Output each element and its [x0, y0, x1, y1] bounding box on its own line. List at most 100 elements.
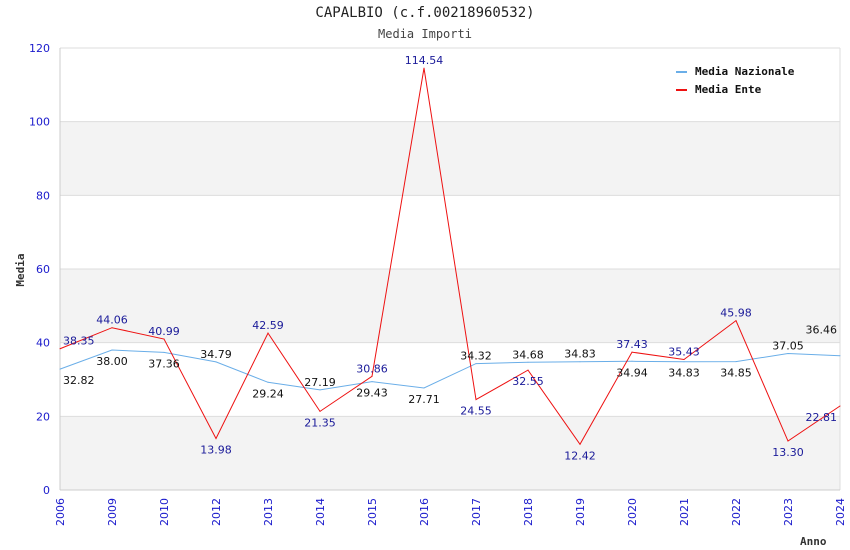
- x-tick-label: 2023: [782, 498, 795, 526]
- legend-item-media-ente: Media Ente: [676, 83, 761, 97]
- data-point-media-nazionale: [839, 355, 841, 357]
- data-label-media-nazionale: 34.83: [564, 348, 596, 361]
- x-tick-label: 2016: [418, 498, 431, 526]
- data-label-media-nazionale: 29.43: [356, 387, 388, 400]
- data-label-media-ente: 30.86: [356, 362, 388, 375]
- data-label-media-nazionale: 27.71: [408, 393, 440, 406]
- data-point-media-nazionale: [111, 349, 113, 351]
- y-axis-ticks: 0 20 40 60 80 100 120: [29, 42, 50, 497]
- data-point-media-nazionale: [59, 368, 61, 370]
- chart-title: CAPALBIO (c.f.00218960532): [315, 5, 535, 21]
- data-label-media-nazionale: 34.94: [616, 366, 648, 379]
- y-tick-label: 120: [29, 42, 50, 55]
- legend-swatch-media-ente: [676, 89, 687, 91]
- data-point-media-ente: [371, 375, 373, 377]
- data-point-media-nazionale: [163, 351, 165, 353]
- data-labels: 38.35 32.82 44.06 38.00 40.99 37.36 34.79 13.98…: [63, 54, 837, 462]
- data-label-media-ente: 13.98: [200, 444, 232, 457]
- data-label-media-ente: 40.99: [148, 325, 180, 338]
- data-label-media-ente: 13.30: [772, 446, 804, 459]
- grid-band: [60, 269, 840, 343]
- data-label-media-ente: 35.43: [668, 345, 700, 358]
- data-label-media-ente: 24.55: [460, 405, 492, 418]
- x-tick-label: 2018: [522, 498, 535, 526]
- data-point-media-ente: [839, 405, 841, 407]
- x-tick-label: 2015: [366, 498, 379, 526]
- y-tick-label: 0: [43, 484, 50, 497]
- data-label-media-ente: 32.55: [512, 375, 544, 388]
- data-label-media-ente: 44.06: [96, 314, 128, 327]
- y-tick-label: 80: [36, 189, 50, 202]
- grid-band: [60, 121, 840, 196]
- data-point-media-ente: [59, 348, 61, 350]
- data-label-media-ente: 37.43: [616, 338, 648, 351]
- data-label-media-nazionale: 34.85: [720, 367, 752, 380]
- data-label-media-nazionale: 29.24: [252, 387, 284, 400]
- x-axis-ticks: 2006 2009 2010 2012 2013 2014 2015 2016 2017 2018…: [54, 498, 847, 526]
- data-point-media-nazionale: [267, 381, 269, 383]
- x-tick-label: 2017: [470, 498, 483, 526]
- grid-bands: [60, 121, 840, 490]
- data-point-media-ente: [683, 358, 685, 360]
- data-point-media-ente: [319, 410, 321, 412]
- data-label-media-nazionale: 34.83: [668, 367, 700, 380]
- data-label-media-nazionale: 34.68: [512, 348, 544, 361]
- x-tick-label: 2006: [54, 498, 67, 526]
- data-point-media-nazionale: [215, 361, 217, 363]
- data-point-media-nazionale: [319, 389, 321, 391]
- y-axis-label: Media: [14, 253, 27, 286]
- data-point-media-nazionale: [631, 360, 633, 362]
- data-point-media-ente: [267, 332, 269, 334]
- data-label-media-nazionale: 34.32: [460, 350, 492, 363]
- chart-subtitle: Media Importi: [378, 27, 472, 41]
- series-lines: [59, 67, 841, 446]
- data-point-media-nazionale: [735, 361, 737, 363]
- y-tick-label: 40: [36, 337, 50, 350]
- x-tick-label: 2010: [158, 498, 171, 526]
- data-label-media-nazionale: 37.05: [772, 340, 804, 353]
- series-line-media-nazionale: [59, 349, 841, 391]
- legend: Media Nazionale Media Ente: [670, 60, 810, 101]
- data-point-media-ente: [579, 443, 581, 445]
- data-point-media-nazionale: [579, 361, 581, 363]
- x-tick-label: 2021: [678, 498, 691, 526]
- x-tick-label: 2012: [210, 498, 223, 526]
- data-point-media-ente: [215, 438, 217, 440]
- data-point-media-nazionale: [683, 361, 685, 363]
- y-tick-label: 60: [36, 263, 50, 276]
- data-point-media-nazionale: [787, 353, 789, 355]
- data-point-media-ente: [631, 351, 633, 353]
- data-point-media-nazionale: [423, 387, 425, 389]
- data-label-media-nazionale: 34.79: [200, 348, 232, 361]
- data-point-media-ente: [111, 327, 113, 329]
- data-point-media-ente: [735, 320, 737, 322]
- x-tick-label: 2014: [314, 498, 327, 526]
- legend-item-media-nazionale: Media Nazionale: [676, 65, 794, 79]
- data-label-media-ente: 114.54: [405, 54, 444, 67]
- legend-swatch-media-nazionale: [676, 71, 687, 73]
- data-label-media-ente: 12.42: [564, 449, 596, 462]
- data-point-media-ente: [423, 67, 425, 69]
- y-tick-label: 20: [36, 410, 50, 423]
- data-label-media-ente: 21.35: [304, 416, 336, 429]
- data-point-media-nazionale: [371, 381, 373, 383]
- x-axis-label: Anno: [800, 535, 827, 548]
- data-label-media-nazionale: 27.19: [304, 376, 336, 389]
- x-tick-label: 2020: [626, 498, 639, 526]
- gridlines: [59, 47, 841, 491]
- x-tick-label: 2022: [730, 498, 743, 526]
- data-label-media-ente: 42.59: [252, 319, 284, 332]
- y-tick-label: 100: [29, 116, 50, 129]
- x-tick-label: 2019: [574, 498, 587, 526]
- data-label-media-nazionale: 32.82: [63, 374, 95, 387]
- x-tick-label: 2024: [834, 498, 847, 526]
- data-label-media-nazionale: 38.00: [96, 355, 128, 368]
- data-point-media-ente: [163, 338, 165, 340]
- data-label-media-ente: 22.81: [806, 411, 838, 424]
- x-tick-label: 2009: [106, 498, 119, 526]
- legend-label: Media Ente: [695, 83, 762, 96]
- data-point-media-ente: [787, 440, 789, 442]
- legend-label: Media Nazionale: [695, 65, 795, 78]
- data-label-media-ente: 38.35: [63, 335, 95, 348]
